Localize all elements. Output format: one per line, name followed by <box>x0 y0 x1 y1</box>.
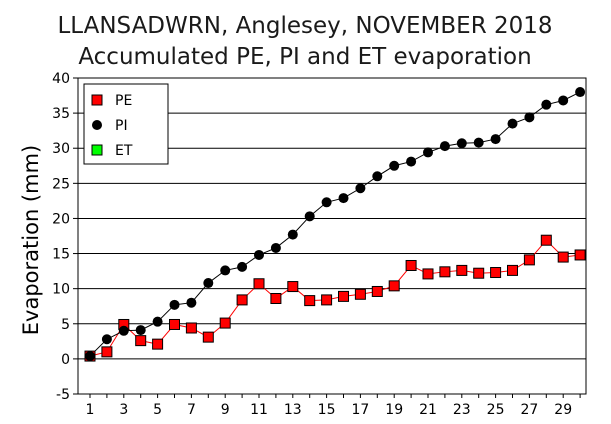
point-pe <box>202 331 214 343</box>
y-tick-label: 25 <box>52 176 70 192</box>
point-pe <box>456 264 468 276</box>
y-tick-label: 20 <box>52 211 70 227</box>
point-pe <box>507 264 518 276</box>
point-pe <box>101 346 113 358</box>
legend-marker-et <box>91 144 103 156</box>
point-pe <box>354 288 366 300</box>
x-axis-ticks: 1 3 5 7 9 11 13 15 17 19 21 23 25 27 29 <box>86 394 581 418</box>
y-tick-label: 5 <box>61 317 70 333</box>
point-pi <box>541 99 552 110</box>
x-tick-label: 17 <box>351 402 369 418</box>
point-pi <box>220 265 231 276</box>
point-pi <box>406 156 417 167</box>
point-pe <box>523 254 535 266</box>
x-tick-label: 21 <box>419 402 437 418</box>
point-pi <box>321 197 332 208</box>
point-pe <box>169 318 180 330</box>
point-pe <box>270 292 282 304</box>
y-tick-label: 35 <box>52 106 70 122</box>
point-pe <box>490 267 502 279</box>
y-tick-label: 10 <box>52 282 70 298</box>
x-tick-label: 13 <box>284 402 302 418</box>
point-pi <box>287 229 298 240</box>
y-axis-label: Evaporation (mm) <box>19 145 43 335</box>
legend-label-et: ET <box>115 143 133 159</box>
point-pi <box>186 297 197 308</box>
series-layer <box>84 87 586 362</box>
x-tick-label: 9 <box>221 402 230 418</box>
x-tick-label: 15 <box>318 402 336 418</box>
point-pi <box>152 316 163 327</box>
y-tick-label: 0 <box>61 352 70 368</box>
point-pi <box>473 137 484 148</box>
point-pi <box>439 141 450 152</box>
point-pe <box>219 317 231 329</box>
point-pe <box>287 281 299 293</box>
point-pi <box>575 87 586 98</box>
point-pe <box>574 249 586 261</box>
point-pi <box>524 112 535 123</box>
point-pi <box>507 118 518 129</box>
point-pi <box>118 325 129 336</box>
point-pi <box>389 160 400 171</box>
legend-marker-pe <box>91 94 103 106</box>
point-pe <box>321 294 333 306</box>
legend-label-pi: PI <box>115 118 128 134</box>
point-pi <box>372 171 383 182</box>
point-pe <box>557 251 569 263</box>
chart-subtitle: Accumulated PE, PI and ET evaporation <box>78 44 531 70</box>
point-pi <box>135 325 146 336</box>
x-tick-label: 29 <box>554 402 572 418</box>
x-tick-label: 5 <box>153 402 162 418</box>
point-pi <box>338 193 349 204</box>
point-pi <box>169 299 180 310</box>
point-pi <box>203 278 214 289</box>
legend-label-pe: PE <box>115 93 132 109</box>
point-pe <box>439 266 451 278</box>
y-tick-label: 30 <box>52 141 70 157</box>
point-pe <box>473 267 485 279</box>
point-pi <box>101 334 112 345</box>
point-pi <box>270 242 281 253</box>
point-pe <box>135 335 147 347</box>
point-pe <box>236 294 248 306</box>
chart-title: LLANSADWRN, Anglesey, NOVEMBER 2018 <box>57 13 552 39</box>
point-pe <box>304 295 316 307</box>
x-tick-label: 3 <box>119 402 128 418</box>
point-pe <box>540 234 552 246</box>
point-pi <box>456 138 467 149</box>
point-pe <box>371 285 383 297</box>
legend-marker-pi <box>92 120 102 130</box>
y-tick-label: 40 <box>52 71 70 87</box>
point-pe <box>405 259 417 271</box>
point-pi <box>304 211 315 222</box>
y-tick-label: 15 <box>52 247 70 263</box>
x-tick-label: 27 <box>520 402 538 418</box>
point-pi <box>490 134 501 145</box>
point-pi <box>237 261 248 272</box>
point-pi <box>254 249 264 260</box>
y-tick-label: -5 <box>56 387 70 403</box>
point-pe <box>253 278 265 290</box>
gridlines <box>78 112 586 360</box>
legend: PE PI ET <box>83 83 169 165</box>
x-tick-label: 23 <box>453 402 471 418</box>
x-tick-label: 19 <box>385 402 403 418</box>
y-axis-ticks: -5 0 5 10 15 20 25 30 35 40 <box>52 71 78 403</box>
x-tick-label: 25 <box>487 402 505 418</box>
point-pe <box>422 268 434 280</box>
x-tick-label: 7 <box>187 402 196 418</box>
point-pi <box>355 183 366 194</box>
x-tick-label: 1 <box>86 402 95 418</box>
point-pe <box>152 338 164 350</box>
point-pe <box>388 280 400 292</box>
x-tick-label: 11 <box>250 402 268 418</box>
point-pe <box>185 322 197 334</box>
point-pi <box>558 95 569 106</box>
point-pi <box>85 351 95 362</box>
point-pe <box>338 290 349 302</box>
point-pi <box>423 147 433 158</box>
